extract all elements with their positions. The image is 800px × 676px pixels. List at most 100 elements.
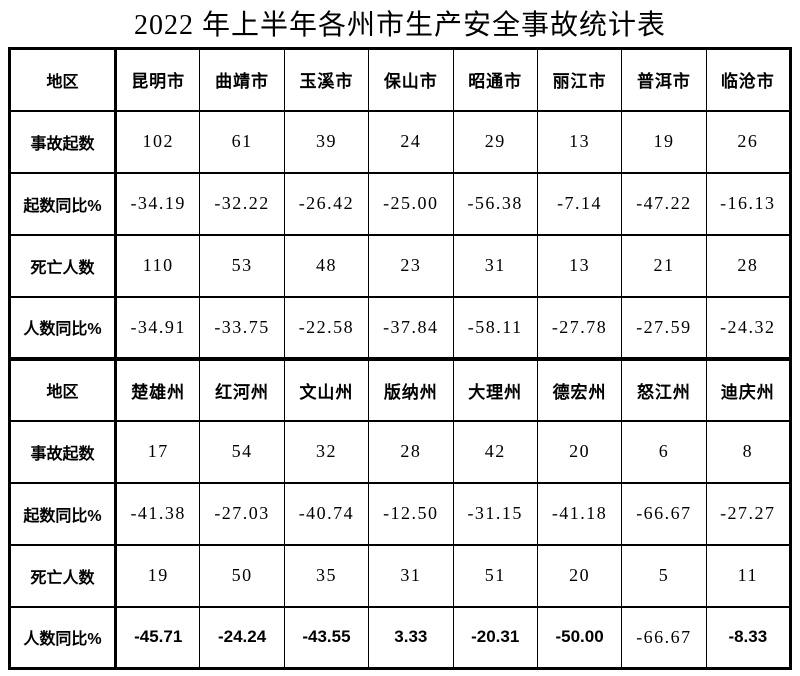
row-label-cell: 死亡人数 xyxy=(9,233,117,298)
value-cell: 6 xyxy=(621,419,707,484)
region-name-cell: 临沧市 xyxy=(705,47,792,112)
row-label-cell: 事故起数 xyxy=(9,419,117,484)
section-2-header-row: 地区 楚雄州 红河州 文山州 版纳州 大理州 德宏州 怒江州 迪庆州 xyxy=(9,356,792,422)
region-name-cell: 迪庆州 xyxy=(705,356,792,422)
value-cell: -27.78 xyxy=(536,295,623,360)
region-name-cell: 版纳州 xyxy=(368,356,454,422)
value-cell: 5 xyxy=(621,543,707,608)
row-label-cell: 人数同比% xyxy=(9,605,117,670)
value-cell: 19 xyxy=(114,543,201,608)
value-cell: -16.13 xyxy=(705,171,792,236)
row-label-cell: 起数同比% xyxy=(9,481,117,546)
value-cell: 53 xyxy=(199,233,285,298)
value-cell: -40.74 xyxy=(283,481,370,546)
value-cell: 20 xyxy=(536,419,623,484)
value-cell: 54 xyxy=(199,419,285,484)
value-cell: 20 xyxy=(536,543,623,608)
value-cell: -33.75 xyxy=(199,295,285,360)
value-cell: 50 xyxy=(199,543,285,608)
value-cell: 19 xyxy=(621,109,707,174)
region-name-cell: 丽江市 xyxy=(536,47,623,112)
value-cell: -58.11 xyxy=(452,295,538,360)
value-cell: 21 xyxy=(621,233,707,298)
value-cell: -37.84 xyxy=(368,295,454,360)
value-cell: -7.14 xyxy=(536,171,623,236)
value-cell: -12.50 xyxy=(368,481,454,546)
value-cell: 102 xyxy=(114,109,201,174)
region-name-cell: 大理州 xyxy=(452,356,538,422)
value-cell: -20.31 xyxy=(452,605,538,670)
value-cell: -41.18 xyxy=(536,481,623,546)
data-row: 死亡人数 110 53 48 23 31 13 21 28 xyxy=(9,233,792,298)
value-cell: -43.55 xyxy=(283,605,370,670)
stats-table-body: 地区 昆明市 曲靖市 玉溪市 保山市 昭通市 丽江市 普洱市 临沧市 事故起数 102 61 39 24 2… xyxy=(9,47,792,670)
value-cell: -27.59 xyxy=(621,295,707,360)
value-cell: 28 xyxy=(705,233,792,298)
data-row: 起数同比% -34.19 -32.22 -26.42 -25.00 -56.38 -7.14… xyxy=(9,171,792,236)
value-cell: 23 xyxy=(368,233,454,298)
value-cell: 39 xyxy=(283,109,370,174)
value-cell: 31 xyxy=(452,233,538,298)
value-cell: 35 xyxy=(283,543,370,608)
value-cell: 42 xyxy=(452,419,538,484)
value-cell: -26.42 xyxy=(283,171,370,236)
value-cell: 11 xyxy=(705,543,792,608)
region-name-cell: 昭通市 xyxy=(452,47,538,112)
value-cell: 26 xyxy=(705,109,792,174)
row-label-cell: 死亡人数 xyxy=(9,543,117,608)
value-cell: 51 xyxy=(452,543,538,608)
value-cell: -24.32 xyxy=(705,295,792,360)
value-cell: -31.15 xyxy=(452,481,538,546)
value-cell: 48 xyxy=(283,233,370,298)
value-cell: 110 xyxy=(114,233,201,298)
value-cell: 13 xyxy=(536,109,623,174)
value-cell: -66.67 xyxy=(621,481,707,546)
data-row: 人数同比% -34.91 -33.75 -22.58 -37.84 -58.11 -27.7… xyxy=(9,295,792,360)
value-cell: 61 xyxy=(199,109,285,174)
value-cell: 24 xyxy=(368,109,454,174)
value-cell: 32 xyxy=(283,419,370,484)
row-label-cell: 事故起数 xyxy=(9,109,117,174)
page-title: 2022 年上半年各州市生产安全事故统计表 xyxy=(133,10,666,41)
data-row: 起数同比% -41.38 -27.03 -40.74 -12.50 -31.15 -41.1… xyxy=(9,481,792,546)
region-name-cell: 曲靖市 xyxy=(199,47,285,112)
data-row: 死亡人数 19 50 35 31 51 20 5 11 xyxy=(9,543,792,608)
region-name-cell: 楚雄州 xyxy=(114,356,201,422)
section-1-header-row: 地区 昆明市 曲靖市 玉溪市 保山市 昭通市 丽江市 普洱市 临沧市 xyxy=(9,47,792,112)
value-cell: -27.03 xyxy=(199,481,285,546)
row-label-cell: 起数同比% xyxy=(9,171,117,236)
value-cell: -50.00 xyxy=(536,605,623,670)
region-name-cell: 保山市 xyxy=(368,47,454,112)
region-name-cell: 怒江州 xyxy=(621,356,707,422)
value-cell: -41.38 xyxy=(114,481,201,546)
value-cell: -24.24 xyxy=(199,605,285,670)
value-cell: -34.91 xyxy=(114,295,201,360)
value-cell: -22.58 xyxy=(283,295,370,360)
value-cell: 17 xyxy=(114,419,201,484)
value-cell: -27.27 xyxy=(705,481,792,546)
value-cell: 8 xyxy=(705,419,792,484)
region-name-cell: 红河州 xyxy=(199,356,285,422)
region-name-cell: 文山州 xyxy=(283,356,370,422)
value-cell: 28 xyxy=(368,419,454,484)
region-name-cell: 玉溪市 xyxy=(283,47,370,112)
value-cell: 29 xyxy=(452,109,538,174)
data-row: 事故起数 17 54 32 28 42 20 6 8 xyxy=(9,419,792,484)
region-name-cell: 普洱市 xyxy=(621,47,707,112)
accident-statistics-table: 地区 昆明市 曲靖市 玉溪市 保山市 昭通市 丽江市 普洱市 临沧市 事故起数 102 61 39 24 2… xyxy=(8,47,792,670)
data-row: 事故起数 102 61 39 24 29 13 19 26 xyxy=(9,109,792,174)
value-cell: -25.00 xyxy=(368,171,454,236)
value-cell: 31 xyxy=(368,543,454,608)
value-cell: -56.38 xyxy=(452,171,538,236)
value-cell: -45.71 xyxy=(114,605,201,670)
value-cell: 13 xyxy=(536,233,623,298)
region-header-cell: 地区 xyxy=(9,356,117,422)
value-cell: 3.33 xyxy=(368,605,454,670)
value-cell: -47.22 xyxy=(621,171,707,236)
region-name-cell: 昆明市 xyxy=(114,47,201,112)
row-label-cell: 人数同比% xyxy=(9,295,117,360)
data-row: 人数同比% -45.71 -24.24 -43.55 3.33 -20.31 -50.00-… xyxy=(9,605,792,670)
value-cell: -34.19 xyxy=(114,171,201,236)
region-header-cell: 地区 xyxy=(9,47,117,112)
value-cell: -66.67 xyxy=(621,605,707,670)
